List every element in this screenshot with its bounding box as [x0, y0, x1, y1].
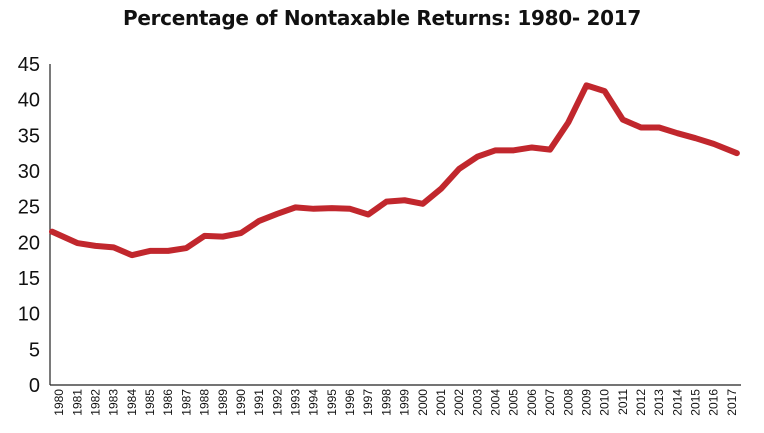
x-tick-label: 2008 [561, 389, 575, 416]
x-tick-label: 1995 [325, 389, 339, 416]
y-tick-label: 15 [18, 268, 40, 290]
x-tick-label: 1981 [70, 389, 84, 416]
x-tick-label: 1987 [179, 389, 193, 416]
x-tick-label: 1985 [143, 389, 157, 416]
x-tick-label: 2015 [689, 389, 703, 416]
x-axis-ticks: 1980 1981 1982 1983 1984 1985 1986 1987 1988 1989… [52, 389, 739, 416]
x-tick-label: 1997 [361, 389, 375, 416]
x-tick-label: 2016 [707, 389, 721, 416]
x-tick-label: 1994 [307, 389, 321, 416]
y-axis-ticks: 0 5 10 15 20 25 30 35 40 45 [18, 54, 40, 397]
x-tick-label: 1989 [216, 389, 230, 416]
x-tick-label: 1993 [288, 389, 302, 416]
chart-title: Percentage of Nontaxable Returns: 1980- … [122, 6, 642, 30]
y-tick-label: 40 [18, 90, 40, 112]
x-tick-label: 1986 [161, 389, 175, 416]
x-tick-label: 2012 [634, 389, 648, 416]
x-tick-label: 2010 [598, 389, 612, 416]
x-tick-label: 1988 [198, 389, 212, 416]
x-tick-label: 2003 [470, 389, 484, 416]
y-tick-label: 0 [29, 375, 40, 397]
y-tick-label: 20 [18, 232, 40, 254]
x-tick-label: 1999 [398, 389, 412, 416]
x-tick-label: 2013 [652, 389, 666, 416]
x-tick-label: 2005 [507, 389, 521, 416]
x-tick-label: 2011 [616, 389, 630, 415]
x-tick-label: 2001 [434, 389, 448, 416]
y-tick-label: 10 [18, 304, 40, 326]
y-tick-label: 45 [18, 54, 40, 76]
y-tick-label: 5 [29, 339, 40, 361]
series-line [49, 82, 740, 259]
x-tick-label: 2017 [725, 389, 739, 416]
x-tick-label: 1991 [252, 389, 266, 416]
x-tick-label: 1998 [379, 389, 393, 416]
x-tick-label: 2009 [579, 389, 593, 416]
x-tick-label: 2006 [525, 389, 539, 416]
y-tick-label: 25 [18, 197, 40, 219]
x-tick-label: 1990 [234, 389, 248, 416]
x-tick-label: 1983 [107, 389, 121, 416]
x-tick-label: 2000 [416, 389, 430, 416]
x-tick-label: 1980 [52, 389, 66, 416]
x-tick-label: 2014 [670, 389, 684, 416]
x-tick-label: 1996 [343, 389, 357, 416]
data-points [51, 85, 738, 256]
x-tick-label: 1982 [88, 389, 102, 416]
x-tick-label: 1992 [270, 389, 284, 416]
y-tick-label: 35 [18, 125, 40, 147]
x-tick-label: 1984 [125, 389, 139, 416]
y-tick-label: 30 [18, 161, 40, 183]
x-tick-label: 2002 [452, 389, 466, 416]
x-tick-label: 2004 [489, 389, 503, 416]
x-tick-label: 2007 [543, 389, 557, 416]
